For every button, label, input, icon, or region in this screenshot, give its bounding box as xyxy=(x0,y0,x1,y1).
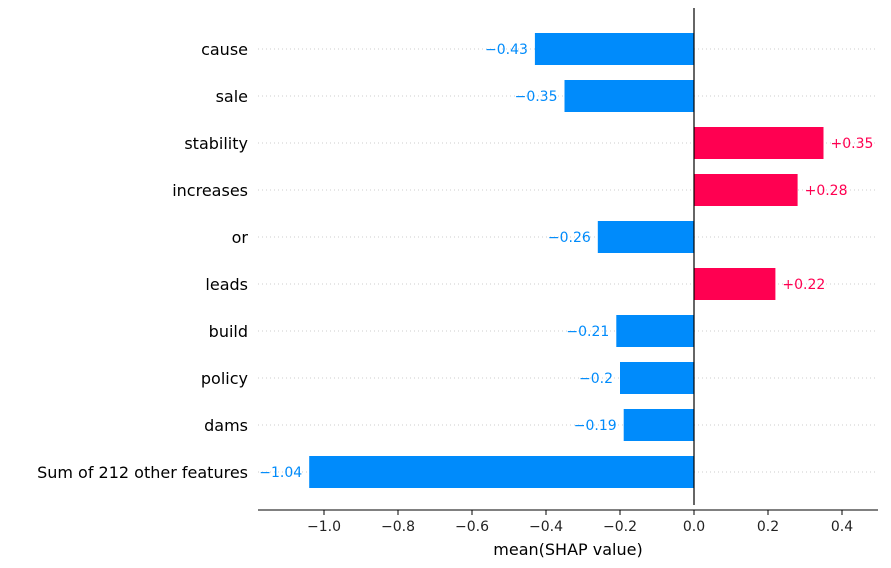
bar xyxy=(694,127,824,159)
category-label: dams xyxy=(204,416,248,435)
category-label: leads xyxy=(205,275,248,294)
category-label: Sum of 212 other features xyxy=(37,463,248,482)
bar xyxy=(623,409,694,441)
data-label: −0.21 xyxy=(566,324,609,340)
data-label: +0.22 xyxy=(782,277,825,293)
data-label: −1.04 xyxy=(259,465,302,481)
grid-lines xyxy=(258,48,878,473)
x-tick-label: −0.8 xyxy=(381,519,415,535)
x-tick-label: 0.2 xyxy=(757,519,779,535)
bar xyxy=(620,362,694,394)
category-label: policy xyxy=(201,369,248,388)
category-label: stability xyxy=(184,134,248,153)
bar xyxy=(534,33,694,65)
x-tick-label: −0.6 xyxy=(455,519,489,535)
x-tick-label: −0.4 xyxy=(529,519,563,535)
bar xyxy=(616,315,694,347)
data-label: −0.26 xyxy=(548,230,591,246)
category-label: increases xyxy=(172,181,248,200)
data-label: +0.28 xyxy=(805,183,848,199)
category-label: or xyxy=(232,228,249,247)
bar xyxy=(309,456,694,488)
x-tick-label: −1.0 xyxy=(307,519,341,535)
x-axis: −1.0 −0.8 −0.6 −0.4 −0.2 0.0 0.2 0.4 xyxy=(258,8,878,535)
bar xyxy=(694,268,776,300)
labels: cause −0.43 sale −0.35 stability +0.35 increas… xyxy=(37,40,873,482)
bar xyxy=(564,80,694,112)
category-label: build xyxy=(209,322,248,341)
data-label: −0.2 xyxy=(579,371,613,387)
data-label: +0.35 xyxy=(831,136,874,152)
bars xyxy=(309,33,824,488)
x-tick-label: 0.0 xyxy=(683,519,705,535)
bar xyxy=(597,221,694,253)
data-label: −0.35 xyxy=(515,89,558,105)
bar xyxy=(694,174,798,206)
category-label: sale xyxy=(216,87,248,106)
x-axis-title: mean(SHAP value) xyxy=(493,540,642,559)
category-label: cause xyxy=(201,40,248,59)
x-tick-label: 0.4 xyxy=(831,519,853,535)
data-label: −0.43 xyxy=(485,42,528,58)
data-label: −0.19 xyxy=(574,418,617,434)
x-tick-label: −0.2 xyxy=(603,519,637,535)
